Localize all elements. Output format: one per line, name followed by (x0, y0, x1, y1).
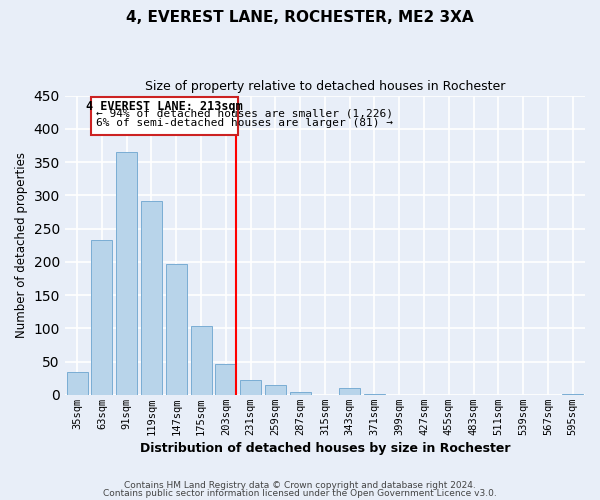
FancyBboxPatch shape (91, 97, 238, 136)
Bar (562, 394, 583, 395)
Text: Contains HM Land Registry data © Crown copyright and database right 2024.: Contains HM Land Registry data © Crown c… (124, 481, 476, 490)
Text: 4 EVEREST LANE: 213sqm: 4 EVEREST LANE: 213sqm (86, 100, 243, 113)
Text: 6% of semi-detached houses are larger (81) →: 6% of semi-detached houses are larger (8… (96, 118, 393, 128)
Title: Size of property relative to detached houses in Rochester: Size of property relative to detached ho… (145, 80, 505, 93)
Bar (364, 394, 385, 395)
Bar (91, 240, 112, 395)
Bar (240, 380, 261, 395)
Bar (265, 386, 286, 395)
Bar (215, 364, 236, 395)
Bar (67, 372, 88, 395)
Bar (191, 326, 212, 395)
Text: 4, EVEREST LANE, ROCHESTER, ME2 3XA: 4, EVEREST LANE, ROCHESTER, ME2 3XA (126, 10, 474, 25)
Text: ← 94% of detached houses are smaller (1,226): ← 94% of detached houses are smaller (1,… (96, 109, 393, 119)
Bar (141, 200, 162, 395)
Text: Contains public sector information licensed under the Open Government Licence v3: Contains public sector information licen… (103, 488, 497, 498)
Bar (166, 264, 187, 395)
X-axis label: Distribution of detached houses by size in Rochester: Distribution of detached houses by size … (140, 442, 510, 455)
Bar (116, 152, 137, 395)
Bar (290, 392, 311, 395)
Y-axis label: Number of detached properties: Number of detached properties (15, 152, 28, 338)
Bar (339, 388, 360, 395)
